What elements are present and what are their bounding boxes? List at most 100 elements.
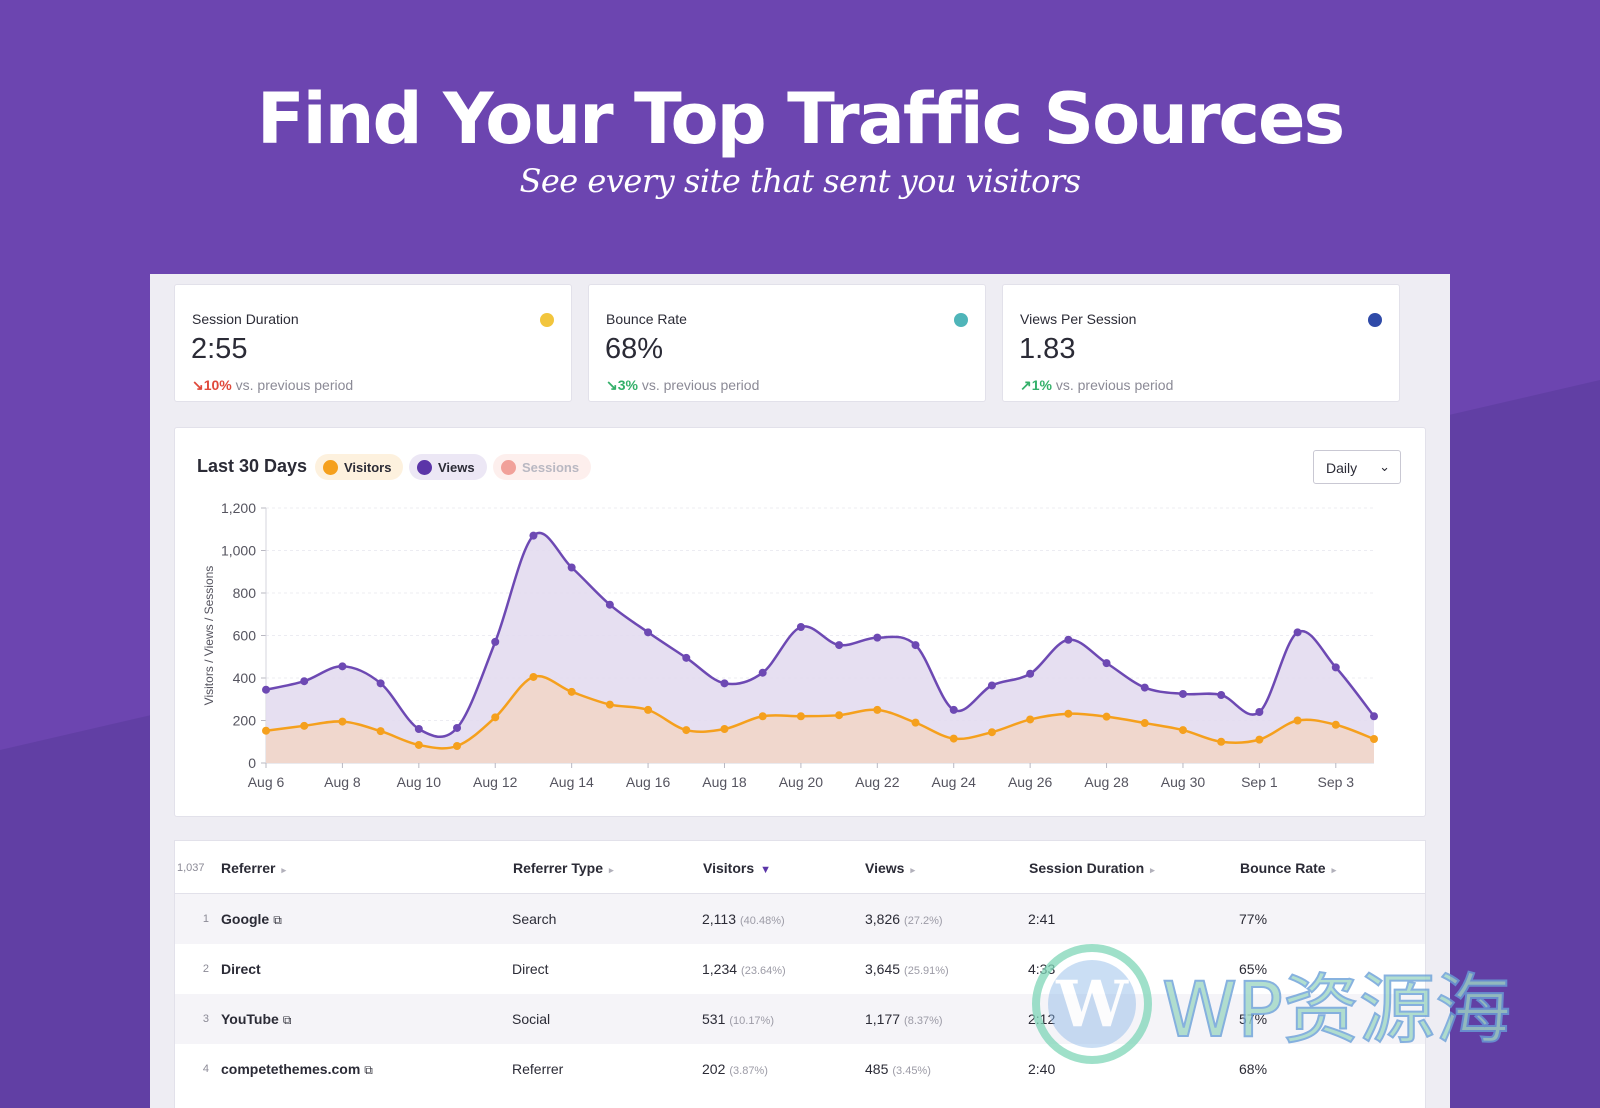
table-row[interactable]: 3 YouTube ⧉ Social 531 (10.17%) 1,177 (8.37… bbox=[175, 994, 1425, 1044]
legend-label: Visitors bbox=[344, 459, 392, 475]
views-value: 1,177 bbox=[865, 1011, 901, 1027]
referrer-type: Direct bbox=[512, 961, 549, 977]
x-tick-label: Sep 1 bbox=[1241, 774, 1278, 790]
data-point-views bbox=[1064, 635, 1073, 644]
referrer-name: competethemes.com bbox=[221, 1061, 361, 1077]
data-point-visitors bbox=[376, 727, 385, 736]
views-percent: (3.45%) bbox=[892, 1065, 931, 1077]
views-percent: (27.2%) bbox=[904, 915, 943, 927]
sort-desc-icon: ▼ bbox=[760, 864, 771, 876]
visitors-value: 202 bbox=[702, 1061, 726, 1077]
data-point-views bbox=[644, 628, 653, 637]
data-point-visitors bbox=[720, 725, 729, 733]
data-point-visitors bbox=[1370, 734, 1378, 743]
x-tick-label: Aug 10 bbox=[397, 774, 442, 790]
column-header-bounce-rate[interactable]: Bounce Rate ▸ bbox=[1240, 860, 1337, 876]
legend-label: Sessions bbox=[522, 459, 580, 475]
x-tick-label: Aug 14 bbox=[549, 774, 594, 790]
x-tick-label: Aug 12 bbox=[473, 774, 518, 790]
legend-toggle-views[interactable]: Views bbox=[409, 454, 487, 480]
data-point-visitors bbox=[682, 726, 691, 735]
column-header-views[interactable]: Views ▸ bbox=[865, 860, 915, 876]
views-value: 3,826 bbox=[865, 911, 901, 927]
y-tick-label: 1,000 bbox=[221, 543, 256, 559]
chevron-down-icon: ⌄ bbox=[1379, 459, 1390, 474]
data-point-views bbox=[1331, 663, 1340, 672]
visitors-percent: (23.64%) bbox=[741, 965, 786, 977]
visitors-value: 1,234 bbox=[702, 961, 738, 977]
referrer-name: Direct bbox=[221, 961, 261, 977]
data-point-visitors bbox=[262, 726, 270, 735]
external-link-icon[interactable]: ⧉ bbox=[273, 913, 282, 927]
data-point-visitors bbox=[338, 717, 347, 726]
x-tick-label: Aug 26 bbox=[1008, 774, 1053, 790]
y-tick-label: 400 bbox=[233, 670, 257, 686]
traffic-chart-card: Last 30 Days Visitors Views Sessions Dai… bbox=[174, 427, 1426, 817]
y-tick-label: 200 bbox=[233, 713, 257, 729]
stat-value: 2:55 bbox=[191, 333, 248, 365]
stat-change: ↘10% vs. previous period bbox=[192, 377, 353, 394]
sort-icon: ▸ bbox=[1150, 865, 1155, 875]
data-point-views bbox=[720, 679, 729, 688]
data-point-views bbox=[300, 677, 309, 686]
external-link-icon[interactable]: ⧉ bbox=[364, 1063, 373, 1077]
change-text: vs. previous period bbox=[235, 377, 354, 393]
x-tick-label: Aug 22 bbox=[855, 774, 900, 790]
data-point-views bbox=[1370, 712, 1378, 721]
row-count: 1,037 bbox=[177, 862, 205, 874]
data-point-visitors bbox=[1026, 715, 1035, 724]
watermark-text: WP资源海 bbox=[1162, 965, 1511, 1054]
data-point-visitors bbox=[1102, 712, 1111, 721]
referrers-table: 1,037 Referrer ▸ Referrer Type ▸ Visitors ▼… bbox=[174, 840, 1426, 1108]
x-tick-label: Aug 28 bbox=[1084, 774, 1129, 790]
traffic-chart: 0 200 400 600 800 1,000 1,200 Visitors / Views … bbox=[202, 500, 1378, 790]
table-row[interactable]: 2 Direct Direct 1,234 (23.64%) 3,645 (25.9… bbox=[175, 944, 1425, 994]
legend-toggle-visitors[interactable]: Visitors bbox=[315, 454, 404, 480]
x-tick-label: Aug 8 bbox=[324, 774, 361, 790]
table-header: 1,037 Referrer ▸ Referrer Type ▸ Visitors ▼… bbox=[175, 841, 1425, 894]
change-text: vs. previous period bbox=[641, 377, 760, 393]
external-link-icon[interactable]: ⧉ bbox=[282, 1013, 292, 1027]
column-header-session-duration[interactable]: Session Duration ▸ bbox=[1029, 860, 1155, 876]
visitors-value: 531 bbox=[702, 1011, 726, 1027]
visitors-value: 2,113 bbox=[702, 911, 736, 927]
y-tick-label: 600 bbox=[233, 628, 257, 644]
data-point-views bbox=[1140, 683, 1149, 692]
stat-card-session-duration: Session Duration 2:55 ↘10% vs. previous … bbox=[174, 284, 572, 402]
stat-label: Bounce Rate bbox=[606, 311, 687, 327]
referrer-type: Social bbox=[512, 1011, 551, 1027]
referrer-name: YouTube bbox=[221, 1011, 279, 1027]
data-point-visitors bbox=[1293, 716, 1302, 725]
interval-select-value: Daily bbox=[1326, 460, 1358, 476]
data-point-views bbox=[796, 623, 805, 631]
sort-icon: ▸ bbox=[281, 865, 287, 875]
bounce-rate-value: 68% bbox=[1239, 1061, 1268, 1077]
data-point-views bbox=[1178, 689, 1187, 698]
table-row[interactable]: 1 Google ⧉ Search 2,113 (40.48%) 3,826 (27.… bbox=[175, 894, 1425, 944]
data-point-visitors bbox=[491, 713, 500, 722]
data-point-views bbox=[835, 641, 844, 650]
data-point-views bbox=[453, 723, 462, 732]
data-point-visitors bbox=[987, 728, 996, 737]
data-point-visitors bbox=[605, 700, 614, 709]
views-percent: (8.37%) bbox=[904, 1015, 943, 1027]
column-header-referrer-type[interactable]: Referrer Type ▸ bbox=[513, 860, 614, 876]
data-point-views bbox=[911, 641, 920, 650]
stat-label: Session Duration bbox=[192, 311, 299, 327]
row-number: 1 bbox=[202, 913, 209, 925]
column-header-referrer[interactable]: Referrer ▸ bbox=[221, 860, 287, 876]
change-percent: 1% bbox=[1031, 377, 1052, 393]
y-axis-label: Visitors / Views / Sessions bbox=[202, 566, 216, 706]
interval-select[interactable]: Daily ⌄ bbox=[1313, 450, 1401, 484]
table-row[interactable]: 4 competethemes.com ⧉ Referrer 202 (3.87%)… bbox=[175, 1044, 1425, 1094]
x-tick-label: Aug 18 bbox=[702, 774, 747, 790]
sort-icon: ▸ bbox=[910, 865, 915, 875]
data-point-visitors bbox=[835, 711, 844, 720]
column-header-visitors[interactable]: Visitors ▼ bbox=[703, 860, 771, 876]
stat-change: ↗1% vs. previous period bbox=[1020, 377, 1173, 394]
stat-card-bounce-rate: Bounce Rate 68% ↘3% vs. previous period bbox=[588, 284, 986, 402]
legend-toggle-sessions[interactable]: Sessions bbox=[493, 454, 592, 480]
views-percent: (25.91%) bbox=[904, 965, 949, 977]
data-point-views bbox=[758, 668, 767, 677]
change-percent: 3% bbox=[617, 377, 638, 393]
